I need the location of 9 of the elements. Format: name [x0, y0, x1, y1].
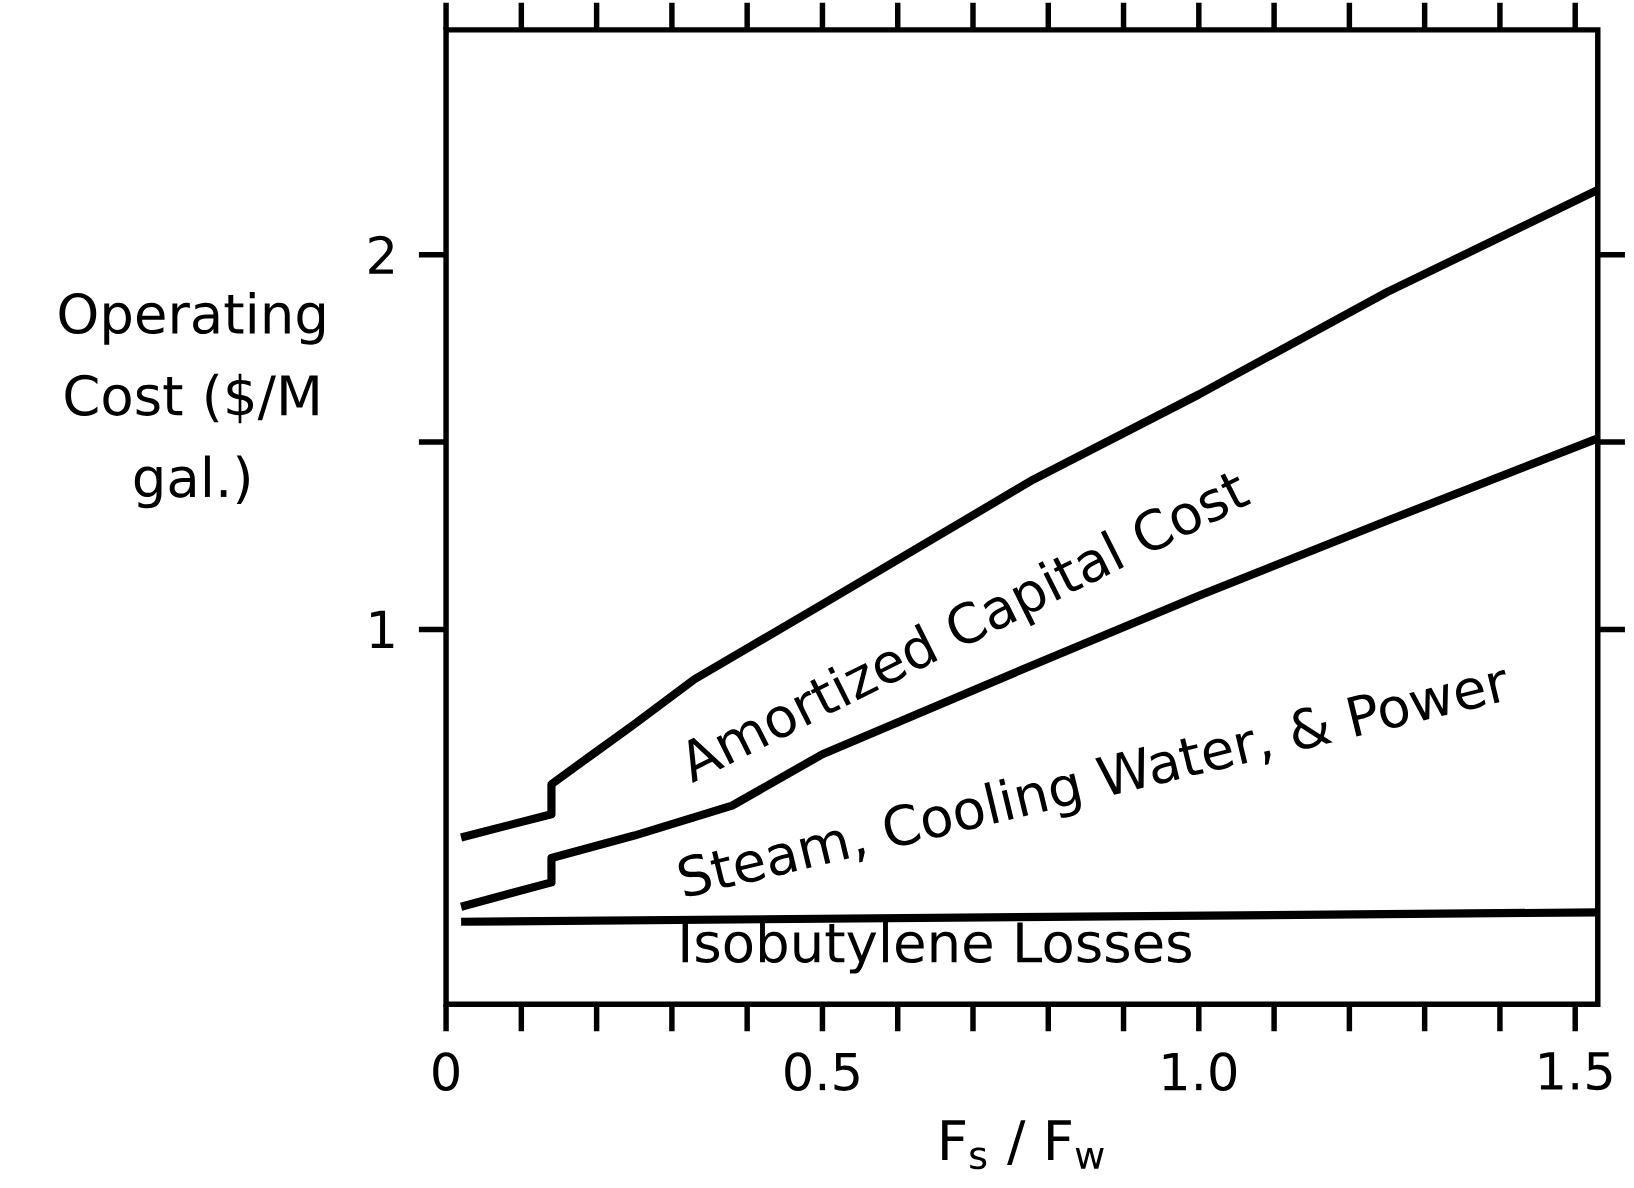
- x-tick-label: 0.5: [785, 1052, 859, 1092]
- x-tick-label: 1.0: [1163, 1052, 1237, 1092]
- x-tick-label: 0: [433, 1052, 459, 1092]
- x-axis-title: F$_{s}$ / F$_{w}$: [942, 1120, 1104, 1170]
- y-tick-label: 2: [369, 235, 393, 274]
- annotation: Isobutylene Losses: [682, 921, 1191, 974]
- y-tick-label: 1: [371, 611, 394, 649]
- x-tick-label: 1.5: [1540, 1052, 1612, 1091]
- y-axis-title: Operating Cost ($/M gal.): [59, 292, 325, 509]
